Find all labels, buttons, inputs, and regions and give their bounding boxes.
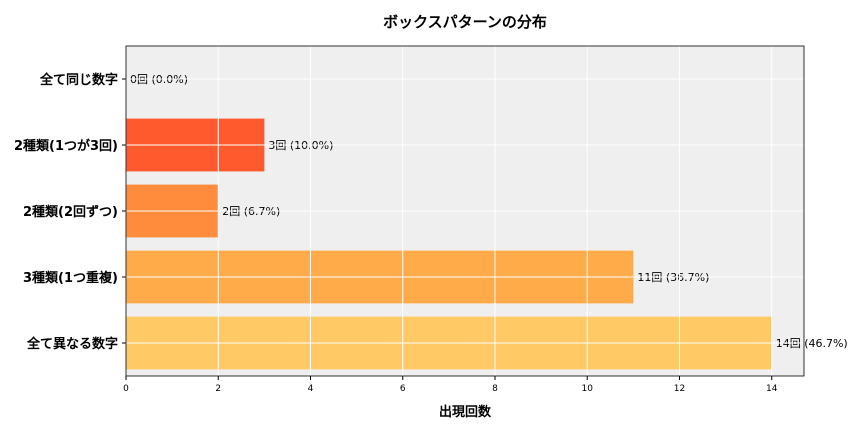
- x-tick-label: 2: [215, 384, 221, 394]
- x-tick-label: 6: [400, 384, 406, 394]
- y-tick-label: 全て異なる数字: [26, 336, 118, 352]
- x-tick-label: 14: [766, 384, 778, 394]
- x-tick-label: 8: [492, 384, 498, 394]
- y-tick-label: 全て同じ数字: [39, 72, 118, 88]
- x-tick-label: 12: [674, 384, 685, 394]
- x-tick-label: 0: [123, 384, 129, 394]
- y-tick-label: 2種類(2回ずつ): [23, 204, 118, 220]
- data-label: 14回 (46.7%): [776, 337, 848, 350]
- y-tick-label: 3種類(1つ重複): [23, 270, 118, 286]
- plot-frame: [125, 45, 805, 377]
- chart-title: ボックスパターンの分布: [383, 13, 547, 31]
- x-axis-label: 出現回数: [439, 404, 492, 420]
- x-tick-label: 10: [581, 384, 593, 394]
- y-tick-label: 2種類(1つが3回): [14, 138, 118, 154]
- x-tick-label: 4: [308, 384, 314, 394]
